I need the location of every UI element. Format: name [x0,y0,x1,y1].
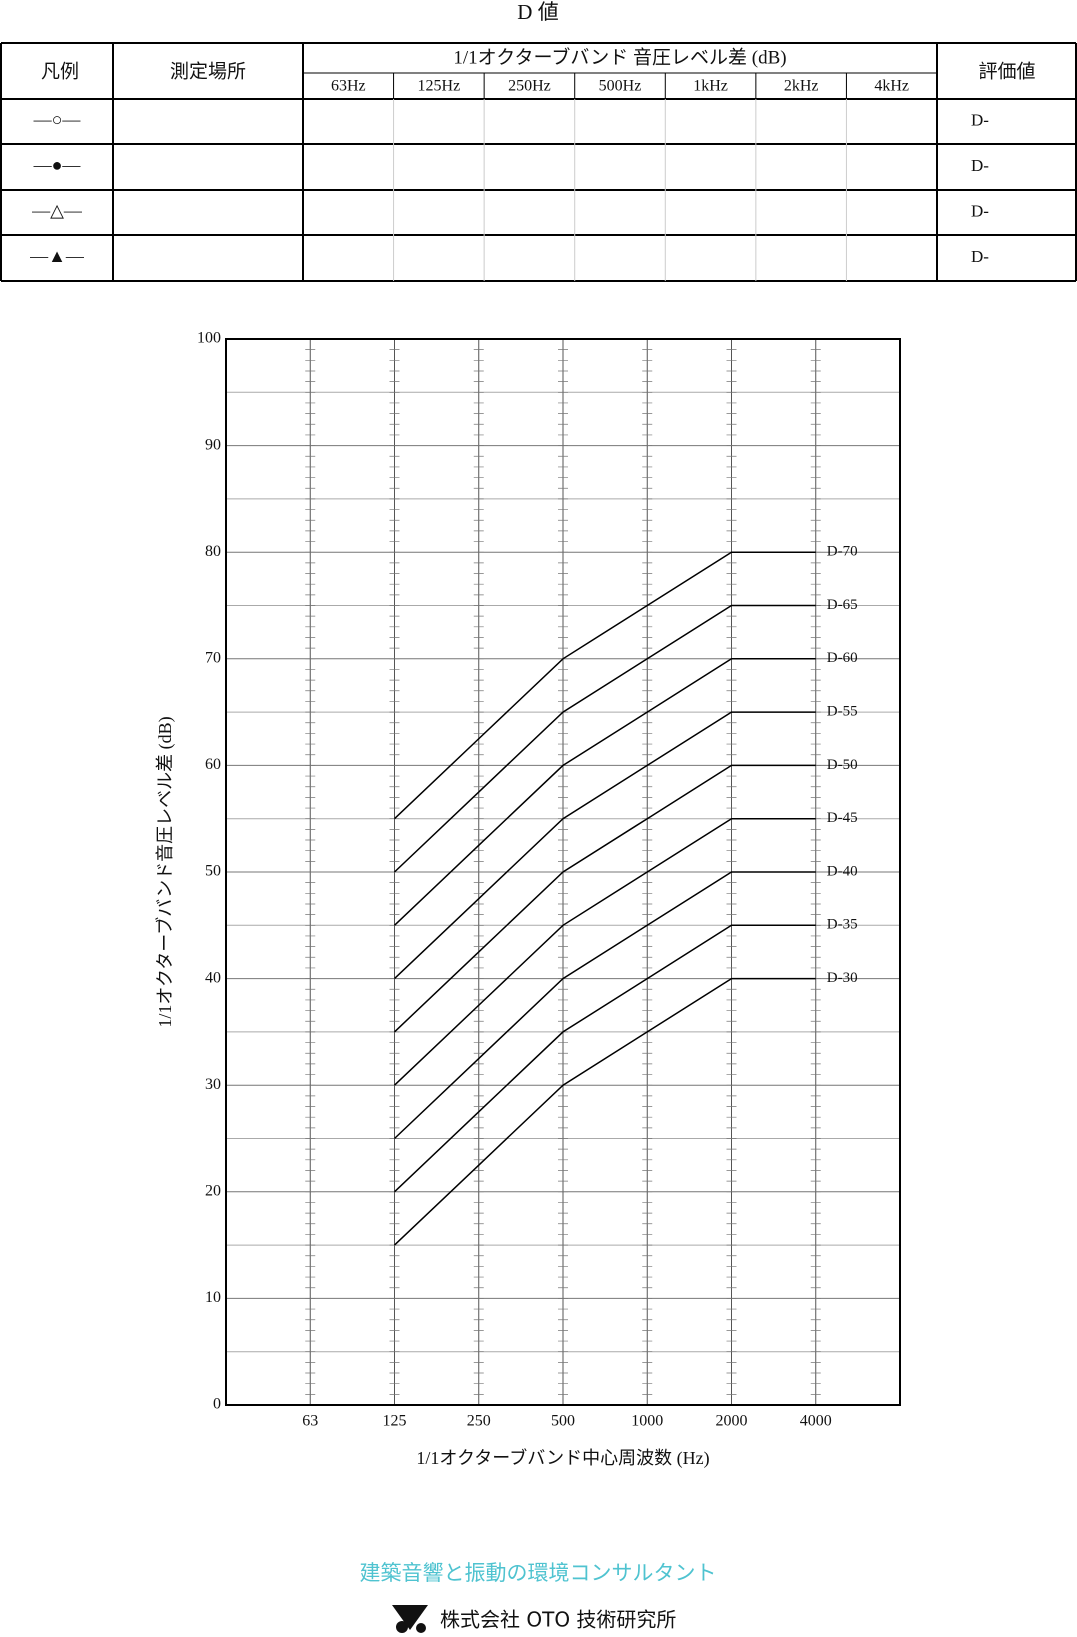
x-tick-label: 500 [551,1413,575,1430]
y-tick-label: 40 [205,969,221,986]
series-label: D-45 [827,810,858,826]
header-eval: 評価値 [978,60,1035,82]
x-tick-label: 1000 [631,1413,663,1430]
company: 株式会社 OTO 技術研究所 [440,1608,676,1632]
x-tick-label: 4000 [800,1413,832,1430]
series-line [393,871,816,1140]
eval-cell: D- [971,201,989,220]
series-line [393,924,816,1193]
y-tick-label: 100 [197,330,221,347]
y-axis-label: 1/1オクターブバンド音圧レベル差 (dB) [154,716,176,1027]
series-line [393,764,816,1033]
minor-ticks [473,338,484,1406]
band-label: 1kHz [693,78,728,95]
y-tick-label: 30 [205,1076,221,1093]
y-tick-label: 50 [205,863,221,880]
y-tick-label: 10 [205,1289,221,1306]
series-line [393,817,816,1086]
series-label: D-40 [827,863,858,879]
band-label: 2kHz [784,78,819,95]
eval-cell: D- [971,247,989,266]
legend-symbol: —▲— [29,246,85,266]
series-line [393,711,816,980]
eval-cell: D- [971,156,989,175]
y-tick-label: 20 [205,1182,221,1199]
x-tick-label: 125 [383,1413,407,1430]
y-tick-label: 0 [213,1396,221,1413]
series-label: D-30 [827,970,858,986]
y-tick-label: 80 [205,543,221,560]
band-label: 63Hz [331,78,366,95]
series-label: D-55 [827,704,858,720]
legend-symbol: —●— [33,155,82,175]
logo [392,1605,428,1633]
band-label: 250Hz [508,78,551,95]
band-label: 4kHz [874,78,909,95]
y-tick-label: 60 [205,756,221,773]
x-tick-label: 250 [467,1413,491,1430]
series-line [393,551,816,820]
header-place: 測定場所 [170,60,246,82]
series-label: D-65 [827,597,858,613]
x-tick-label: 63 [302,1413,318,1430]
legend-symbol: —○— [33,110,82,130]
eval-cell: D- [971,110,989,129]
minor-ticks [305,338,316,1406]
header-legend: 凡例 [41,60,79,82]
header-group: 1/1オクターブバンド 音圧レベル差 (dB) [453,45,786,68]
legend-symbol: —△— [31,201,83,221]
series-label: D-60 [827,650,858,666]
series-line [393,977,816,1246]
band-label: 500Hz [599,78,642,95]
x-axis-label: 1/1オクターブバンド中心周波数 (Hz) [416,1447,709,1469]
series-line [393,658,816,926]
x-tick-label: 2000 [716,1413,748,1430]
series-label: D-35 [827,917,858,933]
y-tick-label: 70 [205,649,221,666]
series-label: D-50 [827,757,858,773]
series-line [393,604,816,873]
tagline: 建築音響と振動の環境コンサルタント [360,1561,717,1585]
series-label: D-70 [827,544,858,560]
y-tick-label: 90 [205,436,221,453]
band-label: 125Hz [418,78,461,95]
page-title: D 値 [517,0,558,24]
plot-frame [225,338,901,1406]
